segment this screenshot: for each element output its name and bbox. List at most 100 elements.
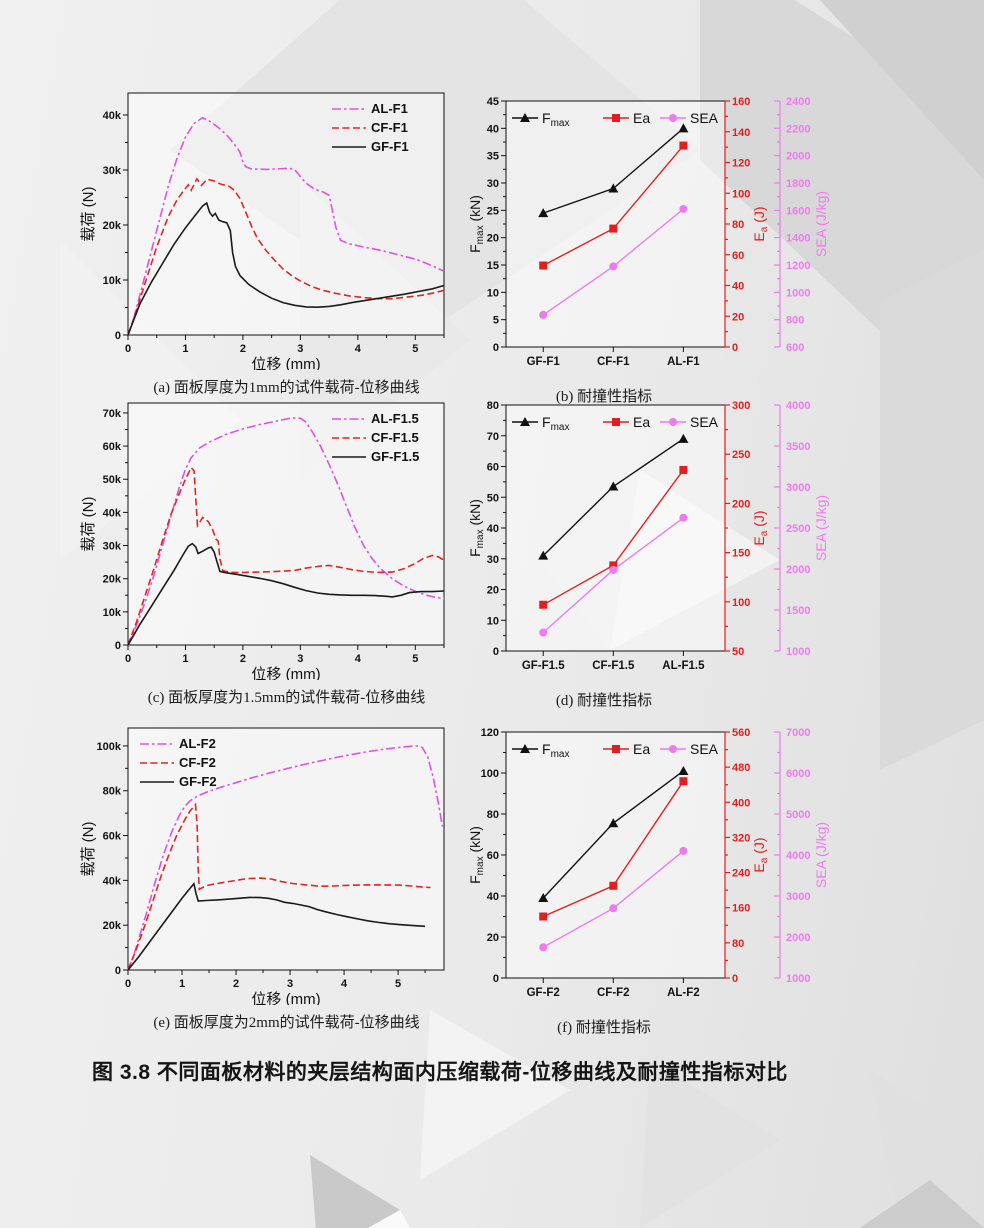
- svg-text:2400: 2400: [786, 96, 810, 108]
- svg-text:3: 3: [297, 343, 303, 355]
- right-axis-title: Ea (J): [751, 206, 770, 241]
- svg-text:0: 0: [732, 342, 738, 354]
- plot-area: [128, 728, 444, 970]
- tick-labels: 0 1 2 3 4 5 0 10k 20k 30k 40k 50k 60k 70k: [103, 408, 419, 665]
- svg-text:2500: 2500: [786, 523, 810, 535]
- svg-text:60k: 60k: [103, 441, 122, 453]
- svg-text:3000: 3000: [786, 891, 810, 903]
- series-GF-F2: [127, 881, 426, 971]
- series-SEA: [539, 846, 688, 952]
- series-Ea: [539, 141, 688, 270]
- far-tick-labels: 1000 2000 3000 4000 5000 6000 7000: [786, 727, 810, 985]
- axes: [123, 727, 445, 975]
- plot-area: [128, 403, 444, 645]
- svg-text:70k: 70k: [103, 408, 122, 420]
- svg-text:25: 25: [487, 205, 499, 217]
- svg-text:Fmax: Fmax: [542, 414, 569, 433]
- tick-labels: 0 1 2 3 4 5 0 10k 20k 30k 40k: [103, 110, 419, 355]
- series-Fmax: [538, 123, 689, 218]
- svg-text:GF-F2: GF-F2: [527, 987, 560, 999]
- svg-text:CF-F2: CF-F2: [597, 987, 630, 999]
- svg-text:560: 560: [732, 727, 750, 739]
- svg-text:CF-F2: CF-F2: [179, 755, 216, 770]
- svg-text:1200: 1200: [786, 260, 810, 272]
- svg-text:2: 2: [240, 343, 246, 355]
- svg-text:1800: 1800: [786, 178, 810, 190]
- svg-text:2000: 2000: [786, 151, 810, 163]
- axis-right-red: [724, 404, 730, 652]
- axis-right-red: [724, 731, 730, 979]
- x-axis-title: 位移 (mm): [251, 356, 320, 370]
- svg-text:5: 5: [395, 978, 401, 990]
- svg-text:120: 120: [732, 158, 750, 170]
- svg-text:4000: 4000: [786, 400, 810, 412]
- chart-a-load-displacement-1mm: 0 1 2 3 4 5 0 10k 20k 30k 40k 载荷 (N) 位移 (mm) AL-F1 CF-…: [80, 85, 455, 397]
- category-labels: GF-F1.5 CF-F1.5 AL-F1.5: [522, 660, 705, 672]
- svg-text:40: 40: [487, 123, 499, 135]
- axes: [123, 402, 445, 650]
- svg-text:20k: 20k: [103, 920, 122, 932]
- svg-text:20k: 20k: [103, 574, 122, 586]
- left-tick-labels: 0 20 40 60 80 100 120: [481, 727, 499, 985]
- svg-text:0: 0: [125, 653, 131, 665]
- svg-text:30: 30: [487, 554, 499, 566]
- svg-text:20: 20: [732, 311, 744, 323]
- bg-triangle: [610, 470, 780, 650]
- svg-text:GF-F2: GF-F2: [179, 774, 217, 789]
- svg-text:Ea: Ea: [633, 110, 650, 126]
- svg-text:40k: 40k: [103, 507, 122, 519]
- svg-text:7000: 7000: [786, 727, 810, 739]
- svg-text:20: 20: [487, 585, 499, 597]
- left-axis-title: Fmax (kN): [468, 195, 486, 253]
- left-axis-title: Fmax (kN): [468, 499, 486, 557]
- svg-text:GF-F1: GF-F1: [371, 139, 409, 154]
- svg-text:100: 100: [732, 188, 750, 200]
- svg-text:1: 1: [179, 978, 185, 990]
- legend: AL-F1 CF-F1 GF-F1: [332, 101, 409, 154]
- svg-text:80: 80: [487, 400, 499, 412]
- y-axis-title: 载荷 (N): [80, 822, 97, 877]
- svg-text:800: 800: [786, 315, 804, 327]
- svg-text:4: 4: [355, 343, 362, 355]
- svg-text:0: 0: [115, 640, 121, 652]
- plot-area: [506, 732, 725, 978]
- svg-text:40k: 40k: [103, 875, 122, 887]
- svg-text:20: 20: [487, 932, 499, 944]
- svg-text:60: 60: [732, 250, 744, 262]
- chart-f-caption: (f) 耐撞性指标: [557, 1020, 651, 1036]
- svg-text:10: 10: [487, 615, 499, 627]
- svg-text:2: 2: [240, 653, 246, 665]
- x-axis-title: 位移 (mm): [251, 991, 320, 1005]
- category-labels: GF-F2 CF-F2 AL-F2: [527, 987, 700, 999]
- svg-text:1500: 1500: [786, 605, 810, 617]
- svg-text:100: 100: [732, 597, 750, 609]
- far-tick-labels: 1000 1500 2000 2500 3000 3500 4000: [786, 400, 810, 658]
- tick-labels: 0 1 2 3 4 5 0 20k 40k 60k 80k 100k: [97, 741, 402, 990]
- svg-text:600: 600: [786, 342, 804, 354]
- left-tick-labels: 0 10 20 30 40 50 60 70 80: [487, 400, 499, 658]
- svg-text:70: 70: [487, 431, 499, 443]
- svg-text:5: 5: [412, 343, 418, 355]
- svg-text:0: 0: [493, 646, 499, 658]
- svg-text:140: 140: [732, 127, 750, 139]
- svg-text:0: 0: [732, 973, 738, 985]
- axis-right-red: [724, 100, 730, 348]
- series-CF-F2: [127, 802, 431, 971]
- svg-text:80: 80: [487, 809, 499, 821]
- svg-text:5000: 5000: [786, 809, 810, 821]
- series-Ea: [539, 465, 688, 609]
- svg-text:CF-F1: CF-F1: [597, 356, 630, 368]
- svg-text:10: 10: [487, 287, 499, 299]
- bg-diamond: [170, 0, 700, 330]
- svg-text:40: 40: [487, 523, 499, 535]
- svg-text:3: 3: [297, 653, 303, 665]
- legend: Fmax Ea SEA: [512, 110, 719, 129]
- svg-text:160: 160: [732, 96, 750, 108]
- legend: AL-F2 CF-F2 GF-F2: [140, 736, 217, 789]
- series-AL-F2: [127, 745, 444, 971]
- bg-triangle: [820, 0, 984, 180]
- legend: Fmax Ea SEA: [512, 741, 719, 760]
- svg-text:10k: 10k: [103, 275, 122, 287]
- chart-c-caption: (c) 面板厚度为1.5mm的试件载荷-位移曲线: [147, 690, 426, 706]
